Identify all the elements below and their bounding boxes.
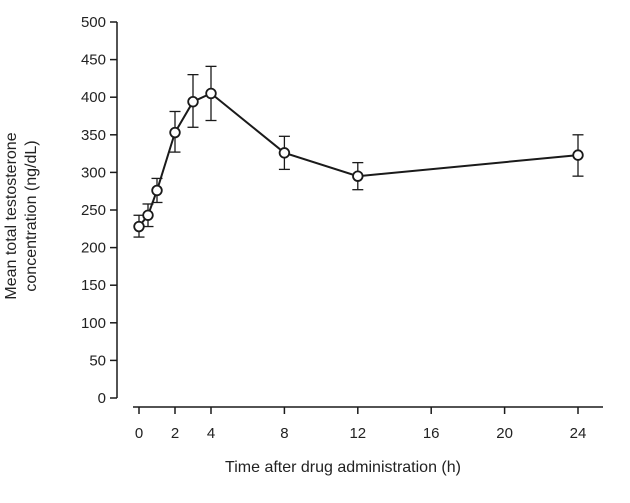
x-tick-label: 20 <box>496 425 513 442</box>
x-tick-label: 16 <box>423 425 440 442</box>
series-layer <box>133 65 584 238</box>
data-point <box>187 96 199 108</box>
y-axis-label-line-2: concentration (ng/dL) <box>23 140 40 291</box>
data-point <box>151 184 163 197</box>
data-point <box>278 147 291 159</box>
x-ticks: 0 2 4 8 12 16 20 24 <box>135 407 587 442</box>
axes <box>116 22 603 408</box>
y-tick-label: 450 <box>81 52 106 69</box>
x-tick-label: 8 <box>280 425 288 442</box>
x-tick-label: 24 <box>570 425 587 442</box>
y-tick-label: 350 <box>81 127 106 144</box>
data-point <box>205 87 217 100</box>
y-ticks: 0 50 100 150 200 250 300 350 400 450 500 <box>81 14 117 407</box>
x-tick-label: 2 <box>171 425 179 442</box>
x-axis-label: Time after drug administration (h) <box>225 459 461 476</box>
y-tick-label: 150 <box>81 277 106 294</box>
series-line <box>138 92 579 228</box>
y-tick-label: 500 <box>81 14 106 31</box>
data-point <box>142 209 154 221</box>
y-tick-label: 100 <box>81 315 106 332</box>
x-tick-label: 4 <box>207 425 215 442</box>
y-tick-label: 200 <box>81 240 106 257</box>
y-tick-label: 250 <box>81 202 106 219</box>
y-tick-label: 300 <box>81 164 106 181</box>
y-tick-label: 50 <box>89 352 106 369</box>
x-tick-label: 0 <box>135 425 143 442</box>
y-axis-label: Mean total testosterone concentration (n… <box>3 132 40 299</box>
data-point <box>352 170 364 182</box>
x-tick-label: 12 <box>349 425 366 442</box>
data-point <box>169 126 181 139</box>
data-point <box>133 220 145 233</box>
y-tick-label: 400 <box>81 89 106 106</box>
y-axis-label-line-1: Mean total testosterone <box>3 132 20 299</box>
y-tick-label: 0 <box>98 390 106 407</box>
data-point <box>572 149 584 161</box>
